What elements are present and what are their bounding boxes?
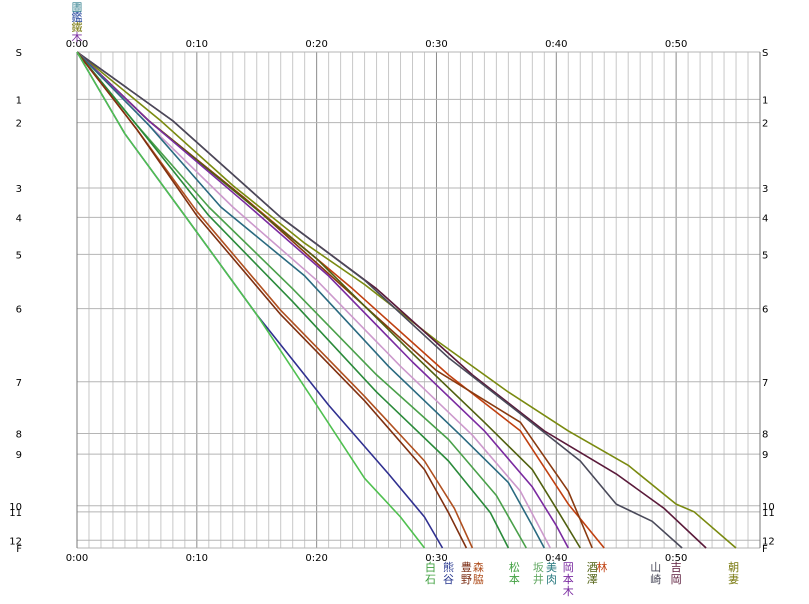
start-label: 木	[72, 31, 83, 44]
finish-label-char: 岡	[671, 573, 682, 586]
y-label-left: F	[16, 544, 22, 555]
x-tick-label-top: 0:30	[425, 39, 447, 50]
series-line	[76, 51, 426, 549]
finish-label-char: 石	[425, 573, 436, 586]
finish-label-char: 肉	[546, 573, 557, 586]
y-label-right: 7	[762, 378, 768, 389]
y-label-left: 8	[16, 429, 22, 440]
y-label-right: 1	[762, 95, 768, 106]
x-tick-label-top: 0:10	[186, 39, 208, 50]
finish-label-char: 熊	[443, 560, 454, 574]
y-label-right: 9	[762, 450, 768, 461]
finish-label-char: 本	[563, 572, 574, 586]
series-line	[76, 51, 468, 549]
y-label-left: 7	[16, 378, 22, 389]
y-label-right: 10	[762, 502, 775, 513]
finish-label-char: 白	[425, 560, 436, 574]
y-label-right: 5	[762, 250, 768, 261]
y-label-left: 6	[16, 305, 22, 316]
y-label-left: 2	[16, 119, 22, 130]
series-line	[76, 51, 527, 549]
y-label-right: 2	[762, 119, 768, 130]
y-label-left: S	[16, 48, 22, 59]
finish-label-char: 坂	[533, 561, 544, 574]
y-label-left: 10	[9, 502, 22, 513]
y-label-left: 5	[16, 250, 22, 261]
series-line	[76, 51, 570, 549]
series-line	[76, 51, 683, 549]
x-tick-label-bottom: 0:00	[66, 553, 88, 564]
finish-label-char: 山	[650, 561, 661, 574]
y-label-right: 8	[762, 429, 768, 440]
finish-label-char: 井	[533, 572, 544, 586]
x-tick-label-bottom: 0:20	[305, 553, 327, 564]
start-label: 圕	[72, 1, 83, 14]
finish-label-char: 森	[473, 560, 484, 574]
y-label-left: 11	[9, 508, 22, 519]
finish-label-char: 豊	[461, 561, 472, 574]
finish-label-char: 脇	[473, 573, 484, 586]
series-line	[76, 51, 510, 549]
finish-label-char: 美	[546, 561, 557, 574]
x-tick-label-bottom: 0:30	[425, 553, 447, 564]
finish-label-char: 崎	[650, 572, 661, 586]
finish-label-char: 谷	[443, 573, 454, 586]
finish-label-char: 妻	[728, 573, 739, 586]
series-line	[76, 51, 444, 549]
x-tick-label-bottom: 0:10	[186, 553, 208, 564]
finish-label-char: 岡	[563, 561, 574, 574]
finish-label-char: 吉	[671, 561, 682, 574]
series-line	[76, 51, 737, 549]
series-line	[76, 51, 546, 549]
x-tick-label-bottom: 0:50	[665, 553, 687, 564]
y-label-left: 1	[16, 95, 22, 106]
y-label-right: 6	[762, 305, 768, 316]
start-label: 鐵	[72, 20, 83, 34]
y-label-right: 4	[762, 213, 768, 224]
series-line	[76, 51, 552, 549]
x-tick-label-top: 0:50	[665, 39, 687, 50]
finish-label-char: 林	[596, 560, 607, 574]
y-label-right: F	[762, 544, 768, 555]
x-tick-label-top: 0:00	[66, 39, 88, 50]
y-label-right: S	[762, 48, 768, 59]
y-label-right: 11	[762, 508, 775, 519]
finish-label-char: 朝	[728, 561, 739, 574]
finish-label-char: 野	[461, 573, 472, 586]
x-tick-label-top: 0:20	[305, 39, 327, 50]
finish-label-char: 松	[509, 560, 520, 574]
series-layer	[76, 51, 737, 549]
x-tick-label-bottom: 0:40	[545, 553, 567, 564]
y-label-left: 9	[16, 450, 22, 461]
y-label-right: 3	[762, 184, 768, 195]
finish-label-char: 澤	[587, 573, 598, 586]
finish-label-char: 酒	[587, 561, 598, 574]
start-label: 鑑	[72, 10, 83, 24]
x-tick-label-top: 0:40	[545, 39, 567, 50]
axis-labels: 0:00 0:00 0:10 0:10 0:20 0:20 0:30 0:30 0:40 0:40…	[9, 39, 774, 564]
y-label-right: 12	[762, 536, 775, 547]
finish-label-char: 本	[509, 572, 520, 586]
y-label-left: 4	[16, 213, 22, 224]
series-line	[76, 51, 474, 549]
series-line	[76, 51, 707, 549]
name-labels: 圕鑑鐵木白石白石熊谷熊谷豊野豊野森脇森脇松本松本坂井坂井美肉美肉岡本木岡本木酒澤…	[72, 1, 740, 598]
finish-label-char: 木	[563, 585, 574, 598]
y-label-left: 3	[16, 184, 22, 195]
y-label-left: 12	[9, 536, 22, 547]
